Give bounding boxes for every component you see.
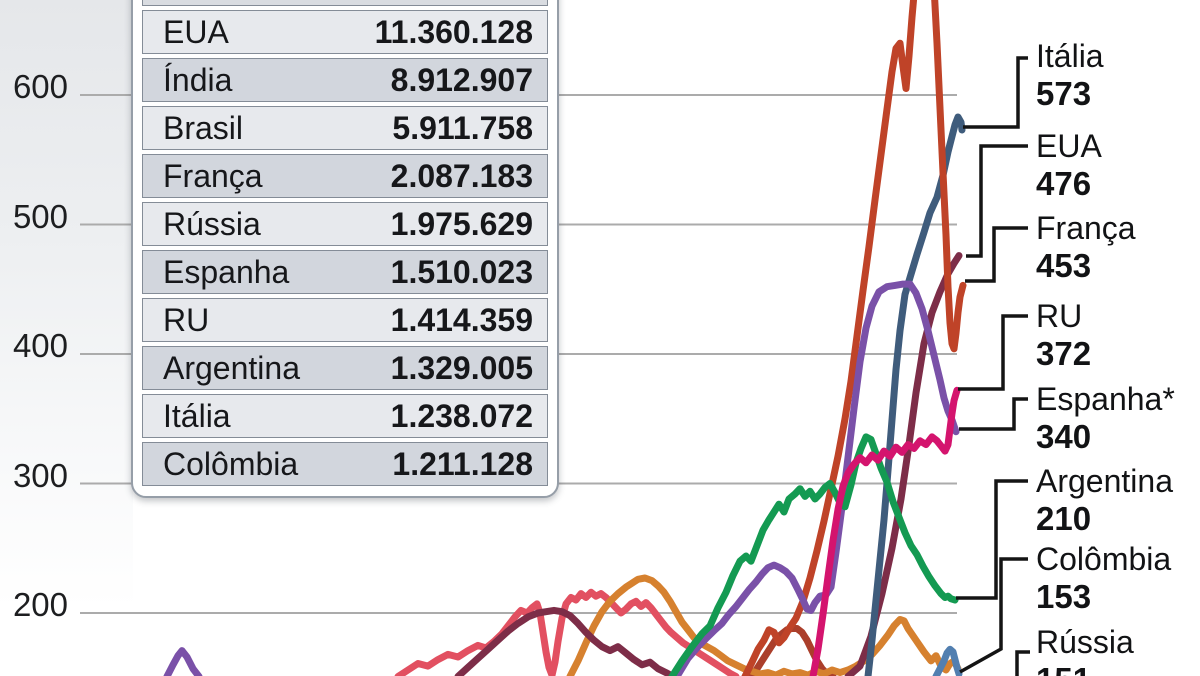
country-cell: Colômbia xyxy=(163,445,299,482)
country-cell: RU xyxy=(163,301,210,338)
end-label-value: 151 xyxy=(1036,661,1091,676)
country-cell: Rússia xyxy=(163,205,261,242)
table-row: Argentina 1.329.005 xyxy=(142,346,548,390)
series-RU xyxy=(809,386,961,676)
end-label-value: 372 xyxy=(1036,335,1092,372)
series-Espanha xyxy=(673,280,960,676)
table-row: RU 1.414.359 xyxy=(142,298,548,342)
end-label-name: Argentina xyxy=(1036,463,1173,499)
end-label-value: 453 xyxy=(1036,247,1092,284)
end-label-value: 340 xyxy=(1036,418,1092,455)
series-EUA xyxy=(454,606,677,676)
table-row: Espanha 1.510.023 xyxy=(142,250,548,294)
cases-cell: 1.414.359 xyxy=(390,301,533,338)
connector-EUA xyxy=(966,144,1028,258)
y-axis-label: 500 xyxy=(12,197,68,235)
y-axis-label: 400 xyxy=(12,327,68,364)
series-Espanha xyxy=(163,647,203,676)
end-label-name: Colômbia xyxy=(1036,541,1172,577)
end-label-name: RU xyxy=(1036,298,1083,334)
end-label-value: 153 xyxy=(1036,578,1092,615)
series-Argentina xyxy=(668,433,959,676)
series-Itália xyxy=(864,113,966,676)
series-Rússia xyxy=(932,645,963,676)
table-row: EUA 11.360.128 xyxy=(142,10,548,54)
table-row: Brasil 5.911.758 xyxy=(142,106,548,150)
end-label-value: 210 xyxy=(1036,500,1092,537)
connector-França xyxy=(965,226,1028,283)
y-axis-label: 200 xyxy=(12,586,68,623)
table-row: França 2.087.183 xyxy=(142,154,548,198)
connector-Espanha* xyxy=(959,397,1028,431)
cases-cell: 1.329.005 xyxy=(390,349,533,386)
cases-cell: 1.510.023 xyxy=(390,253,533,290)
y-axis-label: 300 xyxy=(12,456,68,494)
end-label-value: 573 xyxy=(1036,75,1092,112)
end-label-name: Espanha* xyxy=(1036,381,1175,417)
series-Colômbia xyxy=(566,574,962,676)
end-label-name: Rússia xyxy=(1036,624,1134,660)
end-label-value: 476 xyxy=(1036,165,1092,202)
cases-cell: 1.975.629 xyxy=(390,205,533,242)
cases-cell: 11.360.128 xyxy=(374,13,533,50)
end-label-name: França xyxy=(1036,210,1136,246)
cases-cell: 8.912.907 xyxy=(390,61,533,98)
country-cell: Argentina xyxy=(163,349,300,386)
table-row: Rússia 1.975.629 xyxy=(142,202,548,246)
connector-Colômbia xyxy=(959,557,1028,674)
connector-Argentina xyxy=(956,479,1028,600)
country-cell: França xyxy=(163,157,263,194)
connector-RU xyxy=(958,314,1028,391)
end-label-name: Itália xyxy=(1036,38,1104,74)
connector-Itália xyxy=(963,56,1028,129)
table-row: Itália 1.238.072 xyxy=(142,394,548,438)
country-cell: EUA xyxy=(163,13,229,50)
country-cell: Brasil xyxy=(163,109,244,146)
cases-table: EUA 11.360.128 Índia 8.912.907 Brasil 5.… xyxy=(131,0,559,498)
cases-cell: 1.211.128 xyxy=(392,445,533,482)
country-cell: Espanha xyxy=(163,253,290,290)
country-cell: Itália xyxy=(163,397,231,434)
connector-Rússia xyxy=(1015,650,1030,676)
table-row: Índia 8.912.907 xyxy=(142,58,548,102)
series-França xyxy=(741,0,967,676)
end-label-name: EUA xyxy=(1036,128,1102,164)
cases-cell: 5.911.758 xyxy=(392,109,533,146)
cases-cell: 2.087.183 xyxy=(390,157,533,194)
table-row-clipped xyxy=(142,0,548,6)
country-cell: Índia xyxy=(163,61,233,98)
table-row: Colômbia 1.211.128 xyxy=(142,442,548,486)
cases-cell: 1.238.072 xyxy=(390,397,533,434)
y-axis-label: 600 xyxy=(12,68,68,105)
